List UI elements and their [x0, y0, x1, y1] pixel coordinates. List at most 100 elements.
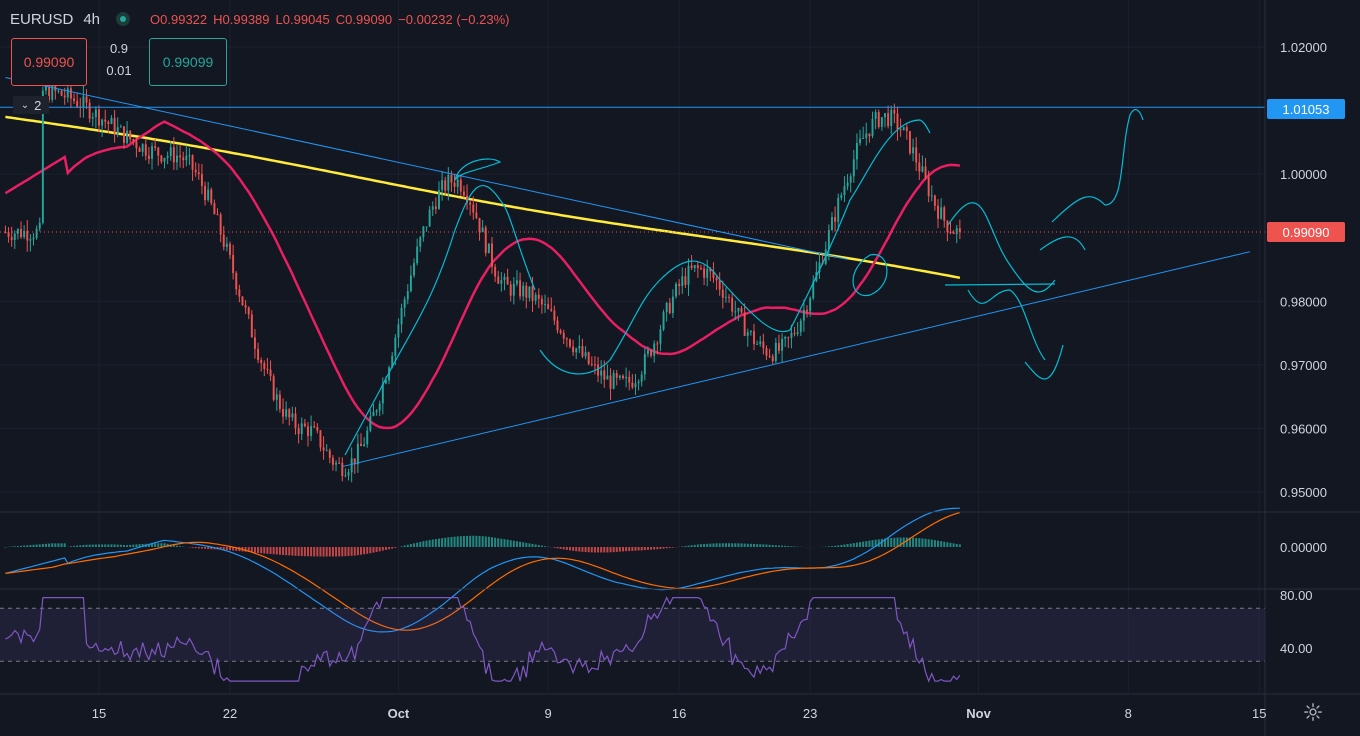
- macd-bar: [734, 543, 737, 547]
- candle-body: [247, 307, 250, 315]
- drawings-layer: [0, 77, 1265, 468]
- macd-bar: [4, 547, 7, 548]
- candle-body: [774, 342, 777, 362]
- candle-body: [151, 146, 153, 159]
- candle-body: [871, 118, 874, 137]
- macd-bar: [444, 537, 447, 547]
- buy-button[interactable]: 0.99099: [149, 38, 227, 86]
- gear-icon[interactable]: [1302, 701, 1324, 723]
- candle-body: [777, 342, 780, 351]
- macd-bar: [363, 547, 366, 555]
- candle-body: [737, 307, 740, 312]
- sell-button[interactable]: 0.99090: [11, 38, 87, 86]
- candle-body: [759, 341, 762, 344]
- candle-body: [740, 307, 743, 313]
- macd-bar: [840, 544, 843, 547]
- macd-bar: [849, 543, 852, 547]
- macd-bar: [232, 547, 235, 551]
- candle-body: [456, 179, 459, 187]
- macd-bar: [253, 547, 256, 553]
- candle-body: [462, 191, 465, 196]
- candle-body: [668, 302, 671, 314]
- macd-bar: [282, 547, 285, 556]
- macd-bar: [434, 539, 437, 547]
- macd-bar: [353, 547, 356, 556]
- candle-body: [431, 206, 434, 210]
- candle-body: [403, 299, 406, 308]
- candle-body: [116, 127, 119, 135]
- resistance-price-tag: 1.01053: [1267, 99, 1345, 119]
- candle-body: [344, 475, 347, 477]
- candle-body: [544, 304, 546, 306]
- candle-body: [176, 155, 178, 163]
- macd-bar: [484, 536, 487, 547]
- resistance-trendline: [5, 77, 848, 260]
- macd-bar: [85, 544, 88, 547]
- candle-body: [272, 376, 275, 400]
- candle-body: [724, 296, 727, 298]
- macd-bar: [612, 547, 615, 553]
- macd-bar: [197, 547, 200, 549]
- candle-body: [918, 162, 921, 172]
- candle-body: [787, 337, 790, 339]
- candle-body: [790, 332, 793, 338]
- macd-bar: [297, 547, 300, 556]
- candle-body: [459, 179, 462, 192]
- candle-body: [172, 147, 175, 163]
- macd-bar: [662, 547, 665, 549]
- macd-bar: [191, 547, 194, 548]
- chevron-down-icon: ⌄: [20, 99, 30, 111]
- candle-body: [428, 209, 431, 227]
- macd-bar: [506, 539, 509, 547]
- macd-bar: [637, 547, 640, 551]
- macd-bar: [622, 547, 624, 552]
- candle-body: [60, 90, 63, 96]
- macd-bar: [225, 547, 228, 551]
- high-value: H0.99389: [213, 11, 270, 27]
- macd-bar: [887, 538, 890, 547]
- candle-body: [728, 296, 731, 298]
- candle-body: [584, 352, 587, 357]
- quantity-value[interactable]: 0.9: [109, 41, 129, 56]
- macd-bar: [575, 547, 578, 552]
- support-trendline: [342, 251, 1251, 468]
- candle-body: [141, 144, 144, 152]
- timeframe-label[interactable]: 4h: [83, 10, 101, 28]
- macd-bar: [328, 547, 331, 557]
- macd-bar: [210, 547, 213, 550]
- macd-bar: [631, 547, 634, 551]
- symbol-label[interactable]: EURUSD: [10, 10, 74, 28]
- macd-bar: [671, 547, 674, 548]
- candle-body: [491, 243, 493, 267]
- macd-bar: [257, 547, 260, 553]
- macd-bar: [949, 542, 952, 547]
- macd-bar: [375, 547, 378, 553]
- macd-bar: [559, 547, 562, 549]
- candle-body: [612, 373, 615, 389]
- macd-bar: [200, 547, 203, 549]
- candle-body: [160, 155, 163, 162]
- macd-bar: [29, 545, 32, 547]
- candle-body: [219, 214, 222, 235]
- candle-body: [646, 350, 649, 354]
- macd-bar: [331, 547, 334, 557]
- candle-body: [718, 280, 721, 290]
- projection-dip: [967, 289, 1046, 361]
- rsi-tick-label: 40.00: [1280, 641, 1313, 656]
- candle-body: [319, 430, 322, 448]
- macd-bar: [915, 537, 918, 547]
- candle-body: [113, 118, 116, 135]
- candle-body: [880, 117, 883, 127]
- candle-body: [515, 280, 518, 284]
- macd-bar: [116, 544, 119, 547]
- macd-bar: [921, 538, 924, 547]
- candle-body: [887, 113, 890, 127]
- macd-bar: [44, 543, 47, 547]
- macd-bar: [933, 540, 936, 547]
- candle-body: [397, 324, 400, 338]
- macd-bar: [350, 547, 353, 556]
- legend-collapse-button[interactable]: ⌄ 2: [13, 96, 49, 114]
- candle-body: [709, 268, 712, 272]
